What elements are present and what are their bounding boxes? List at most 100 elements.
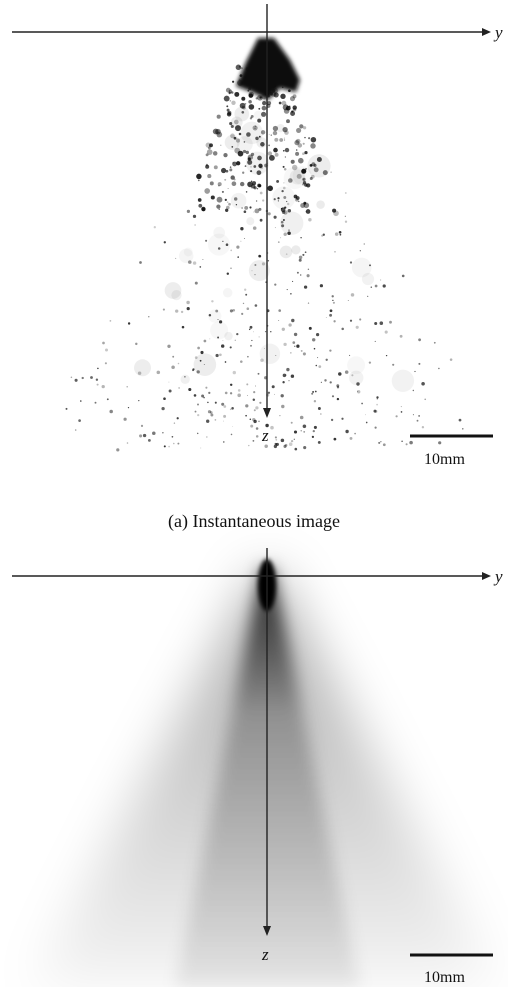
droplet [338, 230, 342, 234]
droplet [229, 408, 232, 411]
droplet [253, 419, 257, 424]
droplet [218, 208, 220, 211]
droplet [356, 382, 360, 386]
droplet [344, 220, 348, 223]
droplet [248, 104, 255, 110]
droplet [392, 363, 395, 366]
droplet [193, 394, 197, 397]
droplet [245, 293, 248, 296]
droplet [253, 391, 256, 394]
droplet [94, 401, 97, 404]
droplet [230, 192, 247, 209]
droplet [206, 436, 208, 438]
droplet [199, 359, 202, 362]
droplet [351, 257, 372, 278]
droplet [242, 171, 245, 174]
droplet [97, 367, 99, 370]
droplet [264, 330, 267, 333]
droplet [168, 381, 170, 383]
droplet [237, 256, 239, 258]
droplet [140, 424, 144, 427]
droplet [295, 149, 298, 151]
droplet [240, 67, 243, 70]
droplet [217, 336, 220, 339]
droplet [253, 331, 255, 333]
droplet [245, 191, 248, 193]
droplet [261, 262, 266, 266]
droplet [199, 266, 202, 268]
droplet [261, 111, 267, 117]
droplet [282, 149, 285, 152]
droplet [334, 250, 336, 253]
droplet [126, 386, 128, 388]
droplet [288, 229, 290, 232]
droplet [240, 240, 242, 242]
droplet [272, 130, 278, 136]
droplet [433, 341, 436, 344]
droplet [205, 386, 208, 389]
droplet [290, 111, 296, 116]
droplet [224, 134, 240, 150]
droplet [197, 403, 199, 406]
droplet [418, 338, 422, 342]
scale-bar-label: 10mm [424, 451, 465, 468]
droplet [226, 108, 230, 112]
droplet [175, 257, 177, 259]
droplet [106, 398, 109, 401]
droplet [245, 414, 247, 417]
droplet [256, 137, 267, 148]
droplet [215, 353, 219, 358]
droplet [194, 356, 198, 359]
droplet [278, 309, 282, 312]
droplet [284, 130, 289, 135]
droplet [205, 239, 208, 242]
droplet [206, 419, 210, 423]
droplet [310, 136, 317, 143]
droplet [214, 419, 217, 421]
droplet [348, 370, 364, 386]
droplet [336, 397, 340, 401]
droplet [292, 94, 297, 99]
droplet [173, 422, 176, 424]
droplet [234, 91, 240, 97]
droplet [307, 302, 310, 304]
droplet [304, 136, 306, 139]
droplet [275, 438, 278, 441]
droplet [116, 448, 120, 452]
droplet [298, 258, 302, 262]
droplet [418, 415, 420, 417]
droplet [241, 96, 246, 101]
droplet [303, 446, 307, 450]
droplet [236, 332, 239, 336]
droplet [213, 226, 226, 239]
droplet [223, 441, 225, 443]
droplet [302, 424, 307, 429]
droplet [271, 385, 275, 389]
droplet [252, 439, 255, 442]
droplet [311, 392, 314, 395]
droplet [311, 435, 315, 439]
droplet [225, 87, 231, 93]
droplet [224, 391, 228, 395]
droplet [212, 128, 219, 135]
droplet [222, 287, 233, 298]
droplet [239, 102, 246, 109]
droplet [175, 309, 179, 313]
droplet [300, 203, 306, 208]
droplet [361, 402, 363, 405]
droplet [267, 151, 273, 156]
droplet [205, 153, 209, 157]
droplet [225, 169, 229, 173]
droplet [235, 125, 241, 132]
droplet [277, 197, 280, 200]
droplet [282, 373, 287, 378]
droplet [226, 272, 229, 275]
droplet [405, 443, 408, 446]
droplet [212, 151, 218, 156]
droplet [232, 426, 234, 427]
droplet [300, 349, 303, 352]
droplet [192, 368, 195, 371]
droplet [284, 167, 306, 189]
droplet [311, 162, 316, 167]
